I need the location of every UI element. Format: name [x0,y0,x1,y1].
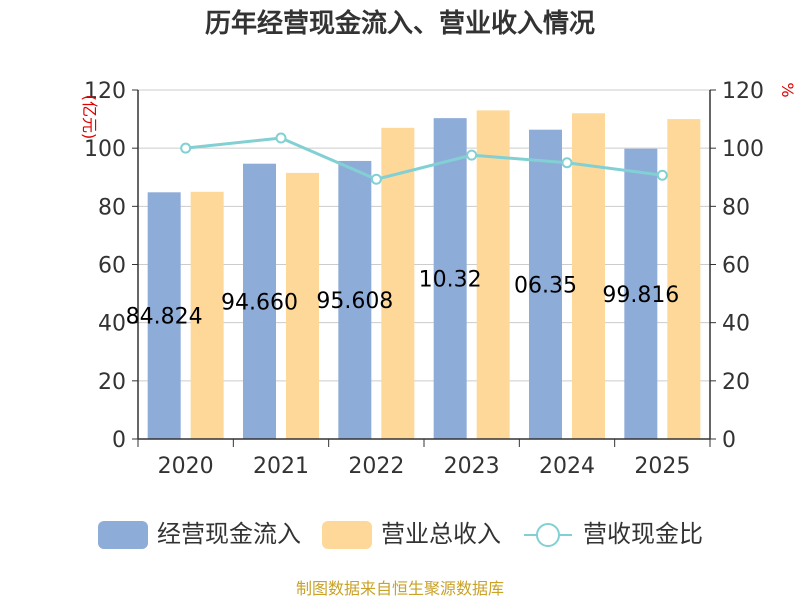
bar-revenue [667,119,701,439]
x-tick-label: 2024 [539,454,595,479]
ratio-point [180,142,192,154]
right-axis-unit: % [778,82,797,97]
bars [147,110,701,440]
bar-cash-inflow [338,160,372,439]
data-label-cash-inflow: 10.32 [419,268,482,293]
bar-cash-inflow [433,118,467,440]
x-tick-label: 2020 [158,454,214,479]
ratio-line [180,132,668,185]
bar-revenue [190,191,224,439]
axes: 0 20 40 60 80 100 120 0 20 40 60 80 100 120 2020 2021 20… [84,79,764,479]
ratio-point [466,149,478,161]
left-tick-label: 120 [84,79,126,104]
legend-swatch-ratio-marker [536,523,560,547]
right-tick-label: 80 [722,195,750,220]
gridlines [138,89,710,382]
ratio-point [656,169,668,181]
ratio-point [561,157,573,169]
bar-revenue [286,172,319,439]
bar-cash-inflow [147,192,181,439]
left-tick-label: 40 [98,312,126,337]
left-axis-unit: (亿元) [80,95,99,140]
left-tick-label: 20 [98,370,126,395]
left-tick-label: 80 [98,195,126,220]
legend-label-ratio: 营收现金比 [583,520,703,548]
source-note: 制图数据来自恒生聚源数据库 [296,579,504,598]
x-tick-label: 2021 [253,454,309,479]
data-labels: 84.824 94.660 95.608 10.32 06.35 99.816 [126,268,680,330]
x-tick-label: 2025 [634,454,690,479]
legend-swatch-cash-inflow [98,521,148,549]
legend-label-revenue: 营业总收入 [381,520,501,548]
legend: 经营现金流入 营业总收入 营收现金比 [98,520,703,549]
bar-cash-inflow [529,129,562,440]
left-tick-label: 0 [112,428,126,453]
chart-title: 历年经营现金流入、营业收入情况 [205,8,595,39]
data-label-cash-inflow: 06.35 [514,273,577,298]
right-tick-label: 60 [722,254,750,279]
right-tick-label: 120 [722,79,764,104]
ratio-point [275,132,287,144]
data-label-cash-inflow: 84.824 [126,305,203,330]
bar-cash-inflow [624,148,658,440]
bar-revenue [476,110,510,439]
data-label-cash-inflow: 95.608 [316,289,393,314]
left-tick-label: 60 [98,254,126,279]
data-label-cash-inflow: 99.816 [602,283,679,308]
data-label-cash-inflow: 94.660 [221,290,298,315]
bar-cash-inflow [243,163,276,439]
ratio-point [370,173,382,185]
ratio-line-path [185,136,663,181]
legend-label-cash-inflow: 经营现金流入 [157,520,301,548]
right-tick-label: 40 [722,312,750,337]
left-tick-label: 100 [84,137,126,162]
right-tick-label: 100 [722,137,764,162]
bar-revenue [381,127,415,439]
legend-swatch-revenue [322,521,372,549]
x-tick-label: 2023 [444,454,500,479]
right-tick-label: 0 [722,428,736,453]
right-tick-label: 20 [722,370,750,395]
x-tick-label: 2022 [348,454,404,479]
